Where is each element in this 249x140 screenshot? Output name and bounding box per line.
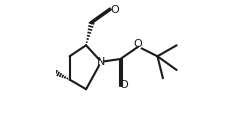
Text: O: O [134, 39, 143, 49]
Text: N: N [97, 57, 105, 67]
Text: O: O [120, 80, 128, 90]
Text: O: O [110, 5, 119, 15]
